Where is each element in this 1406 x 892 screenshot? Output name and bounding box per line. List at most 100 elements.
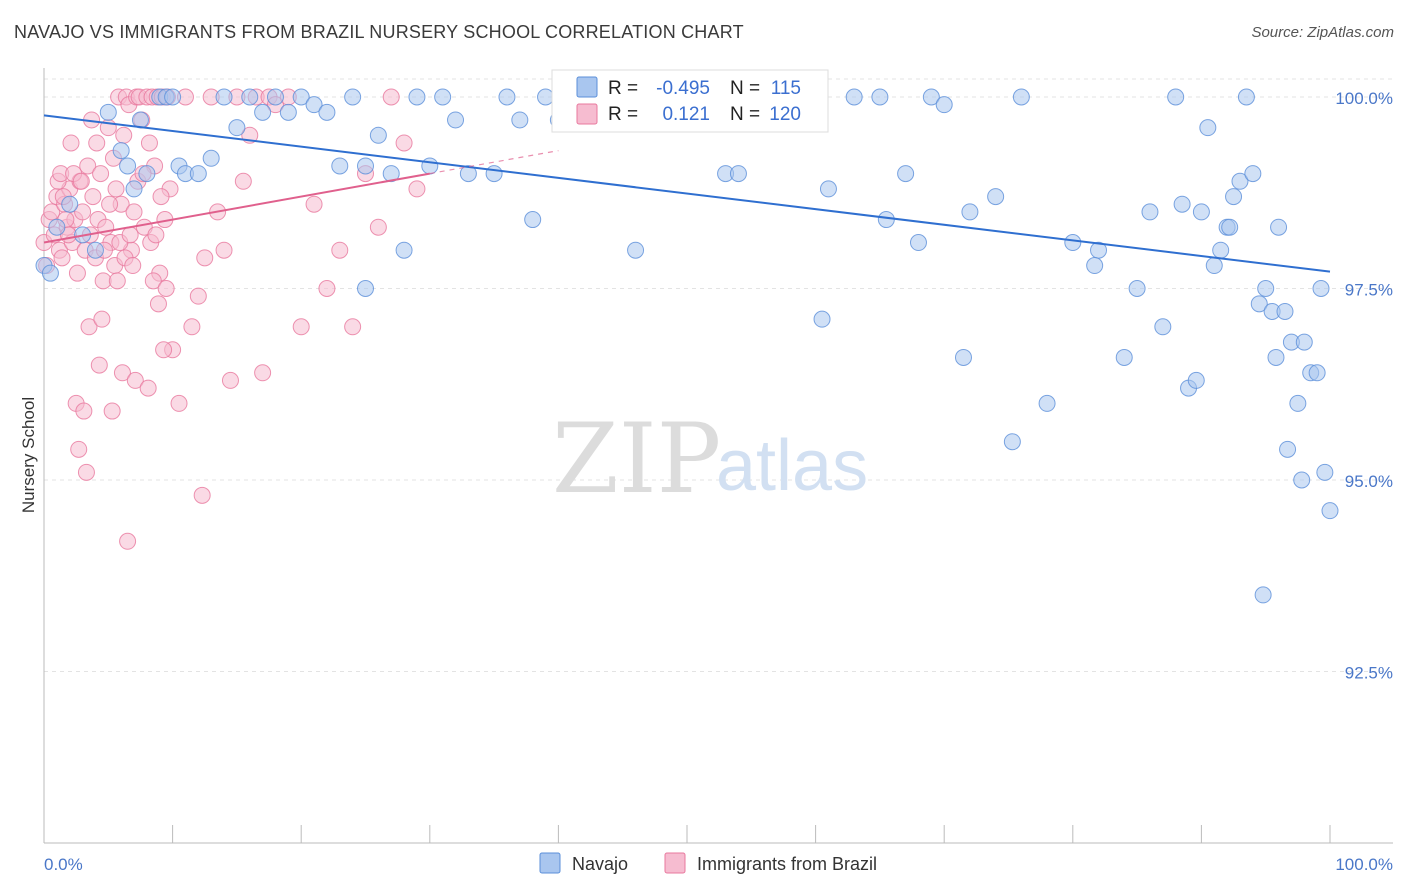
point-brazil-54 — [189, 287, 207, 305]
chart-source: Source: ZipAtlas.com — [1251, 24, 1394, 41]
point-navajo-76 — [1192, 203, 1210, 221]
point-navajo-43 — [524, 211, 542, 229]
point-brazil-99 — [72, 172, 90, 190]
point-brazil-97 — [62, 134, 80, 152]
point-navajo-28 — [331, 157, 349, 175]
point-navajo-81 — [1231, 172, 1249, 190]
point-navajo-99 — [1279, 440, 1297, 458]
point-brazil-116 — [152, 188, 170, 206]
point-brazil-53 — [183, 318, 201, 336]
point-navajo-2 — [48, 218, 66, 236]
point-navajo-62 — [922, 88, 940, 106]
point-brazil-68 — [292, 318, 310, 336]
point-navajo-42 — [511, 111, 529, 129]
y-axis-label: Nursery School — [19, 397, 38, 513]
point-brazil-74 — [369, 218, 387, 236]
point-navajo-73 — [1154, 318, 1172, 336]
y-tick-labels: 100.0% 97.5% 95.0% 92.5% — [1335, 89, 1393, 683]
point-navajo-27 — [318, 103, 336, 121]
point-brazil-51 — [170, 394, 188, 412]
point-navajo-109 — [1267, 348, 1285, 366]
point-navajo-72 — [1141, 203, 1159, 221]
point-brazil-70 — [318, 280, 336, 297]
trendline-navajo — [43, 114, 1331, 273]
point-brazil-77 — [408, 180, 426, 198]
point-navajo-71 — [1128, 280, 1146, 297]
stats-r-value-brazil: 0.121 — [662, 104, 710, 125]
point-brazil-114 — [147, 226, 165, 244]
point-navajo-39 — [459, 165, 477, 183]
point-navajo-63 — [935, 96, 953, 114]
point-navajo-18 — [202, 149, 220, 167]
point-navajo-88 — [1276, 302, 1294, 320]
stats-r-value-navajo: -0.495 — [656, 78, 710, 99]
trendlines — [43, 114, 1331, 273]
point-navajo-53 — [729, 165, 747, 183]
point-brazil-89 — [126, 371, 144, 389]
point-navajo-98 — [1254, 586, 1272, 604]
stats-n-label-brazil: N = — [730, 104, 760, 125]
watermark-atlas: atlas — [716, 426, 868, 506]
point-brazil-79 — [70, 440, 88, 458]
point-brazil-22 — [92, 165, 110, 183]
x-tick-label-max: 100.0% — [1335, 855, 1393, 874]
point-navajo-35 — [408, 88, 426, 106]
point-navajo-108 — [1086, 257, 1104, 275]
point-navajo-94 — [1308, 364, 1326, 382]
point-navajo-23 — [266, 88, 284, 106]
point-brazil-101 — [88, 134, 106, 152]
legend-swatch-navajo[interactable] — [539, 852, 561, 874]
point-navajo-40 — [485, 165, 503, 183]
point-brazil-3 — [43, 203, 61, 221]
point-navajo-101 — [1173, 195, 1191, 213]
point-navajo-83 — [1244, 165, 1262, 183]
stats-n-label-navajo: N = — [730, 78, 760, 99]
point-brazil-15 — [74, 203, 92, 221]
point-navajo-6 — [99, 103, 117, 121]
point-brazil-75 — [382, 88, 400, 106]
point-navajo-34 — [395, 241, 413, 259]
point-navajo-1 — [41, 264, 59, 282]
point-navajo-85 — [1257, 280, 1275, 297]
stats-swatch-navajo — [576, 76, 598, 98]
x-tick-label-min: 0.0% — [44, 855, 83, 874]
point-brazil-115 — [149, 295, 167, 313]
point-brazil-105 — [108, 272, 126, 290]
point-navajo-44 — [537, 88, 555, 106]
point-brazil-59 — [221, 371, 239, 389]
legend-label-navajo[interactable]: Navajo — [572, 854, 628, 874]
point-navajo-20 — [228, 119, 246, 137]
legend-label-brazil[interactable]: Immigrants from Brazil — [697, 854, 877, 874]
watermark-zip: ZIP — [552, 403, 721, 515]
point-navajo-38 — [447, 111, 465, 129]
point-brazil-82 — [90, 356, 108, 374]
point-brazil-87 — [93, 310, 111, 328]
point-brazil-103 — [101, 195, 119, 213]
trendline-brazil — [43, 172, 430, 244]
point-navajo-92 — [1295, 333, 1313, 351]
point-navajo-17 — [189, 165, 207, 183]
point-navajo-7 — [112, 142, 130, 160]
point-navajo-57 — [819, 180, 837, 198]
point-navajo-66 — [1012, 88, 1030, 106]
point-navajo-102 — [1199, 119, 1217, 137]
point-brazil-91 — [155, 341, 173, 359]
point-brazil-76 — [395, 134, 413, 152]
point-brazil-23 — [94, 272, 112, 290]
legend-swatch-brazil[interactable] — [664, 852, 686, 874]
stats-n-value-navajo: 115 — [771, 78, 801, 99]
point-brazil-113 — [144, 272, 162, 290]
point-navajo-14 — [164, 88, 182, 106]
stats-r-label-navajo: R = — [608, 78, 638, 99]
point-navajo-67 — [1038, 394, 1056, 412]
point-brazil-31 — [115, 126, 133, 144]
point-brazil-85 — [193, 486, 211, 504]
stats-r-label-brazil: R = — [608, 104, 638, 125]
point-navajo-8 — [119, 157, 137, 175]
point-brazil-117 — [157, 280, 175, 297]
point-navajo-95 — [1312, 280, 1330, 297]
legend: Navajo Immigrants from Brazil — [539, 852, 877, 874]
point-navajo-32 — [382, 165, 400, 183]
point-navajo-3 — [61, 195, 79, 213]
point-brazil-83 — [103, 402, 121, 420]
